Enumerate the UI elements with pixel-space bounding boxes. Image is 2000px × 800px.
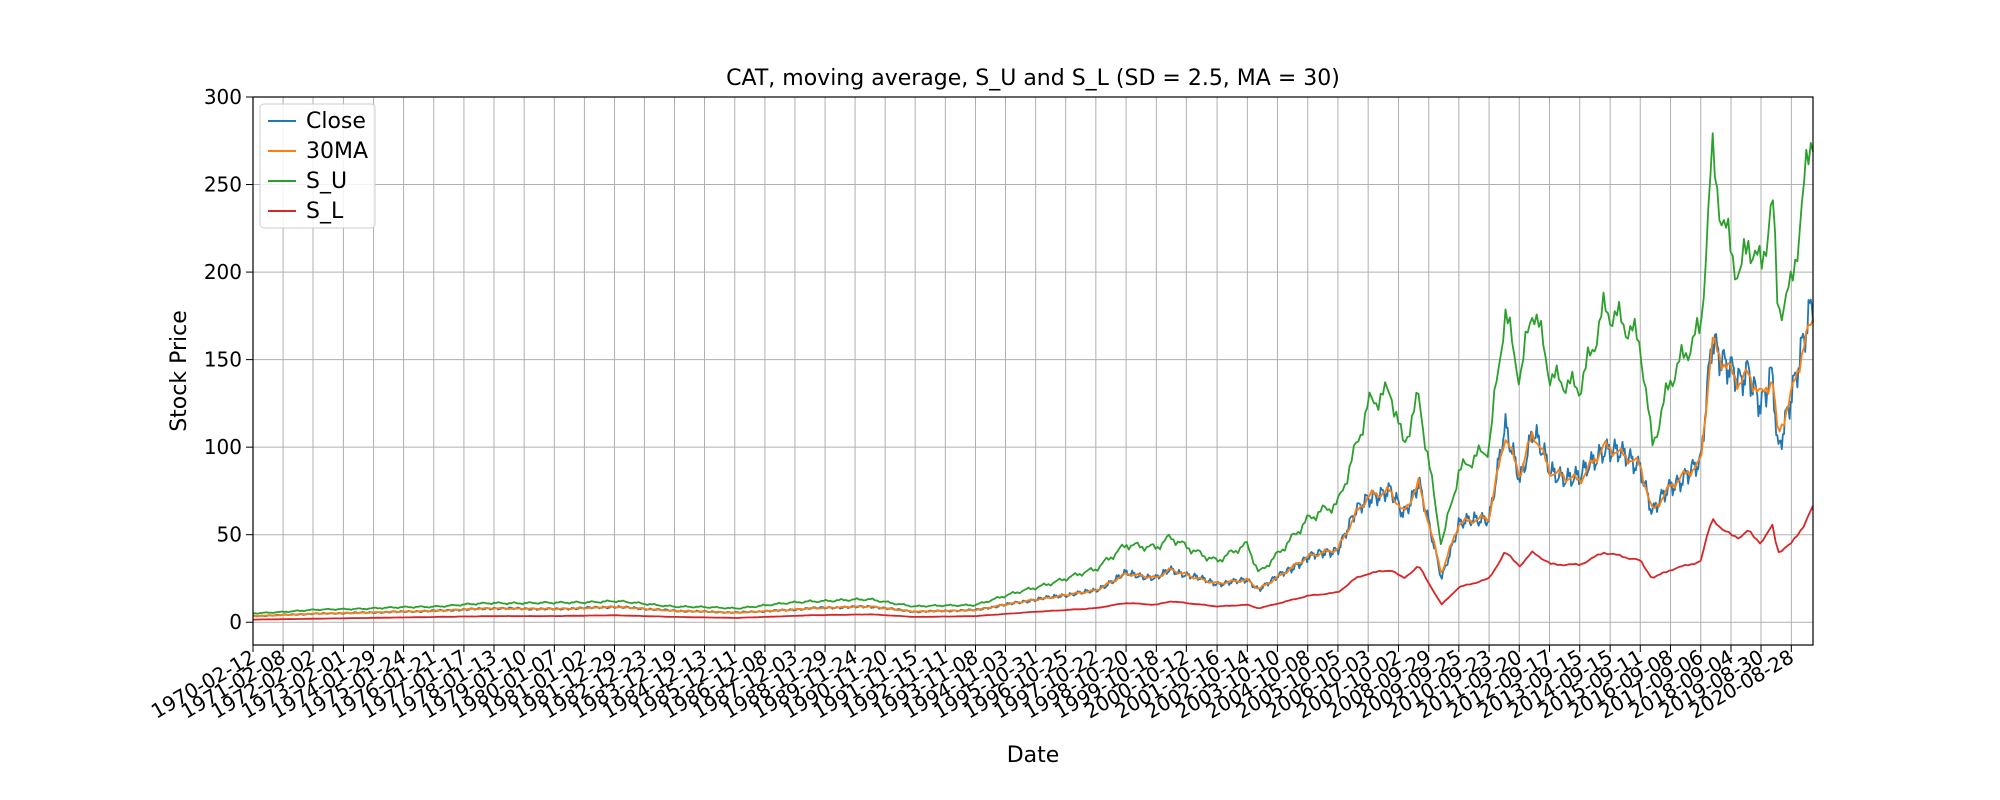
y-tick-label: 250 [204, 173, 242, 197]
y-tick-label: 300 [204, 85, 242, 109]
plot-frame [252, 96, 1814, 646]
y-tick-label: 200 [204, 260, 242, 284]
y-tick-label: 150 [204, 348, 242, 372]
legend-label-su: S_U [306, 169, 347, 194]
legend-label-close: Close [306, 109, 366, 134]
y-axis-label: Stock Price [167, 310, 192, 432]
series-group [252, 132, 1814, 621]
y-tick-label: 0 [229, 610, 242, 634]
y-axis: 0 50 100 150 200 250 300 [204, 85, 253, 634]
legend-label-sl: S_L [306, 199, 344, 224]
legend-box [259, 103, 376, 229]
series-line-close [252, 298, 1814, 618]
legend-label-ma30: 30MA [306, 139, 368, 164]
series-line-su [252, 132, 1814, 615]
y-tick-label: 100 [204, 435, 242, 459]
series-line-sl [253, 505, 1814, 621]
x-axis: 1970-02-121971-02-081972-02-021973-02-01… [147, 645, 1798, 724]
grid [252, 96, 1813, 645]
series-line-ma30 [253, 318, 1814, 617]
y-tick-label: 50 [217, 523, 242, 547]
x-axis-label: Date [1007, 743, 1060, 768]
chart-title: CAT, moving average, S_U and S_L (SD = 2… [726, 66, 1340, 91]
legend: Close 30MA S_U S_L [259, 103, 376, 229]
